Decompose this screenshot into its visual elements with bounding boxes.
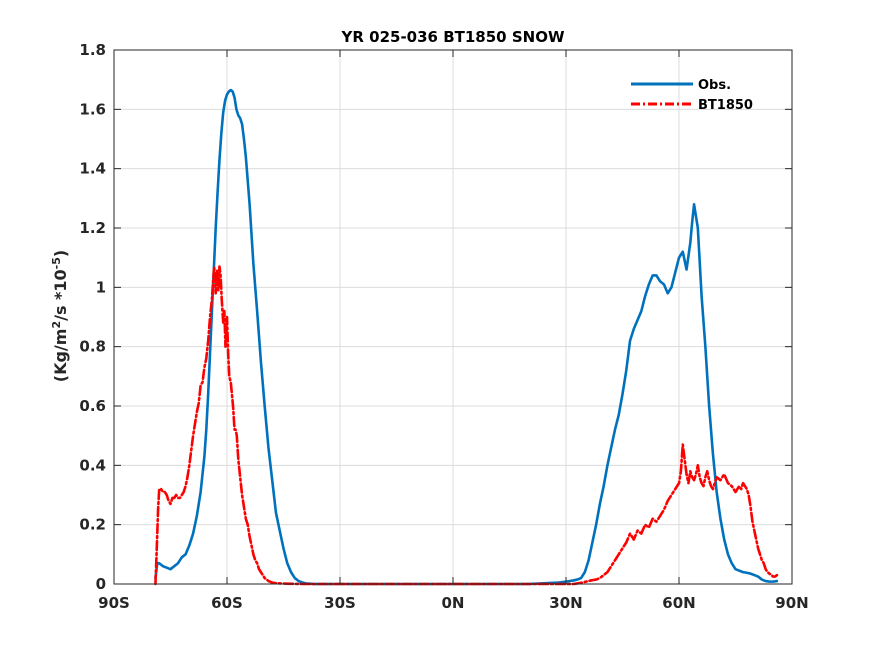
y-axis-label-superscript: -5 xyxy=(50,257,63,269)
legend-label-bt1850: BT1850 xyxy=(698,98,753,113)
y-axis-label-part: /s *10 xyxy=(51,269,70,321)
y-tick-label: 1.6 xyxy=(79,100,106,118)
y-tick-label: 1.4 xyxy=(79,160,106,178)
x-tick-label: 90S xyxy=(98,594,130,612)
x-tick-label: 90N xyxy=(775,594,808,612)
grid-lines xyxy=(113,49,793,585)
series-line-obs xyxy=(154,88,779,586)
y-axis-label-part: ) xyxy=(51,250,70,257)
y-tick-label: 1.8 xyxy=(79,41,106,59)
x-tick-label: 60N xyxy=(662,594,695,612)
series-line-bt1850 xyxy=(154,265,779,586)
legend: Obs. BT1850 xyxy=(631,78,753,113)
x-tick-label: 0N xyxy=(442,594,465,612)
y-tick-label: 0.6 xyxy=(79,397,106,415)
axis-ticks xyxy=(113,49,793,585)
y-tick-label: 1.2 xyxy=(79,219,106,237)
x-tick-label: 60S xyxy=(211,594,243,612)
legend-label-obs: Obs. xyxy=(698,78,731,93)
chart-title: YR 025-036 BT1850 SNOW xyxy=(341,28,565,46)
y-tick-label: 0.4 xyxy=(79,456,106,474)
y-axis-label-superscript: 2 xyxy=(50,321,63,329)
y-tick-label: 0.8 xyxy=(79,338,106,356)
y-tick-label: 0.2 xyxy=(79,516,106,534)
x-tick-label: 30S xyxy=(324,594,356,612)
y-tick-label: 1 xyxy=(96,278,106,296)
y-tick-label: 0 xyxy=(96,575,106,593)
y-axis-label: (Kg/m2/s *10-5) xyxy=(50,250,71,382)
y-axis-label-part: (Kg/m xyxy=(51,329,70,383)
axis-tick-labels: 90S 60S 30S 0N 30N 60N 90N 0 0.2 0.4 0.6 0.8 1 1.2 1.4… xyxy=(79,41,808,612)
x-tick-label: 30N xyxy=(549,594,582,612)
series-layer xyxy=(154,88,779,586)
